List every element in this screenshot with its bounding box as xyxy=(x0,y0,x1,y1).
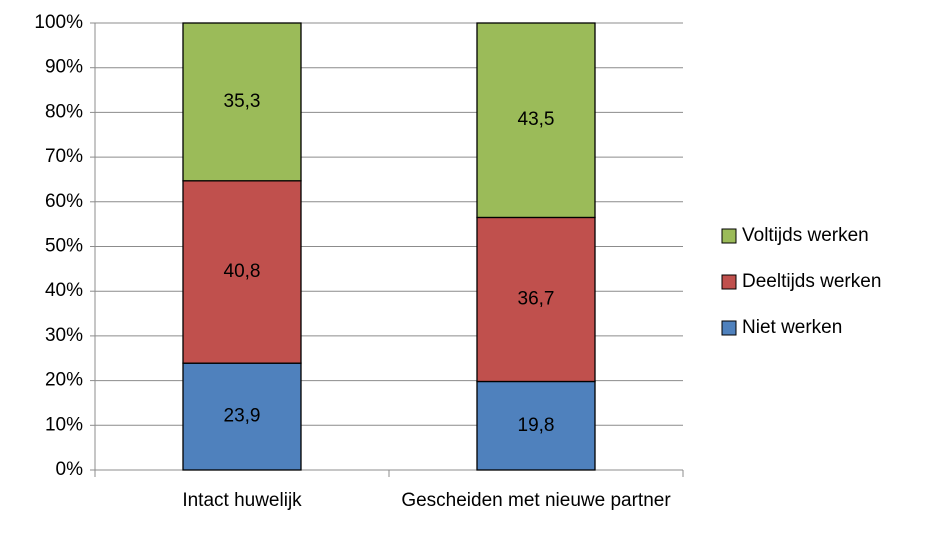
legend-label: Voltijds werken xyxy=(742,225,869,246)
y-tick-label: 0% xyxy=(56,459,84,480)
y-tick-label: 70% xyxy=(45,146,83,167)
x-tick-label: Intact huwelijk xyxy=(182,490,302,511)
legend-label: Niet werken xyxy=(742,317,842,338)
y-tick-label: 60% xyxy=(45,191,83,212)
value-label: 36,7 xyxy=(518,288,555,309)
value-label: 35,3 xyxy=(224,91,261,112)
legend-swatch xyxy=(721,274,737,290)
y-tick-label: 20% xyxy=(45,370,83,391)
value-label: 19,8 xyxy=(518,415,555,436)
value-label: 40,8 xyxy=(224,261,261,282)
bar-segment xyxy=(182,362,302,471)
bar-segment xyxy=(182,22,302,182)
x-tick-label: Gescheiden met nieuwe partner xyxy=(401,490,671,511)
y-tick-label: 80% xyxy=(45,101,83,122)
bar-segment xyxy=(476,216,596,383)
y-tick-label: 10% xyxy=(45,414,83,435)
bar-segment xyxy=(476,380,596,471)
y-tick-label: 40% xyxy=(45,280,83,301)
y-tick-label: 50% xyxy=(45,236,83,257)
legend-swatch xyxy=(721,320,737,336)
y-tick-label: 90% xyxy=(45,57,83,78)
legend-label: Deeltijds werken xyxy=(742,271,881,292)
value-label: 23,9 xyxy=(224,406,261,427)
value-label: 43,5 xyxy=(518,109,555,130)
bar-segment xyxy=(182,180,302,364)
legend-swatch xyxy=(721,228,737,244)
y-tick-label: 30% xyxy=(45,325,83,346)
bar-segment xyxy=(476,22,596,219)
y-tick-label: 100% xyxy=(34,12,83,33)
